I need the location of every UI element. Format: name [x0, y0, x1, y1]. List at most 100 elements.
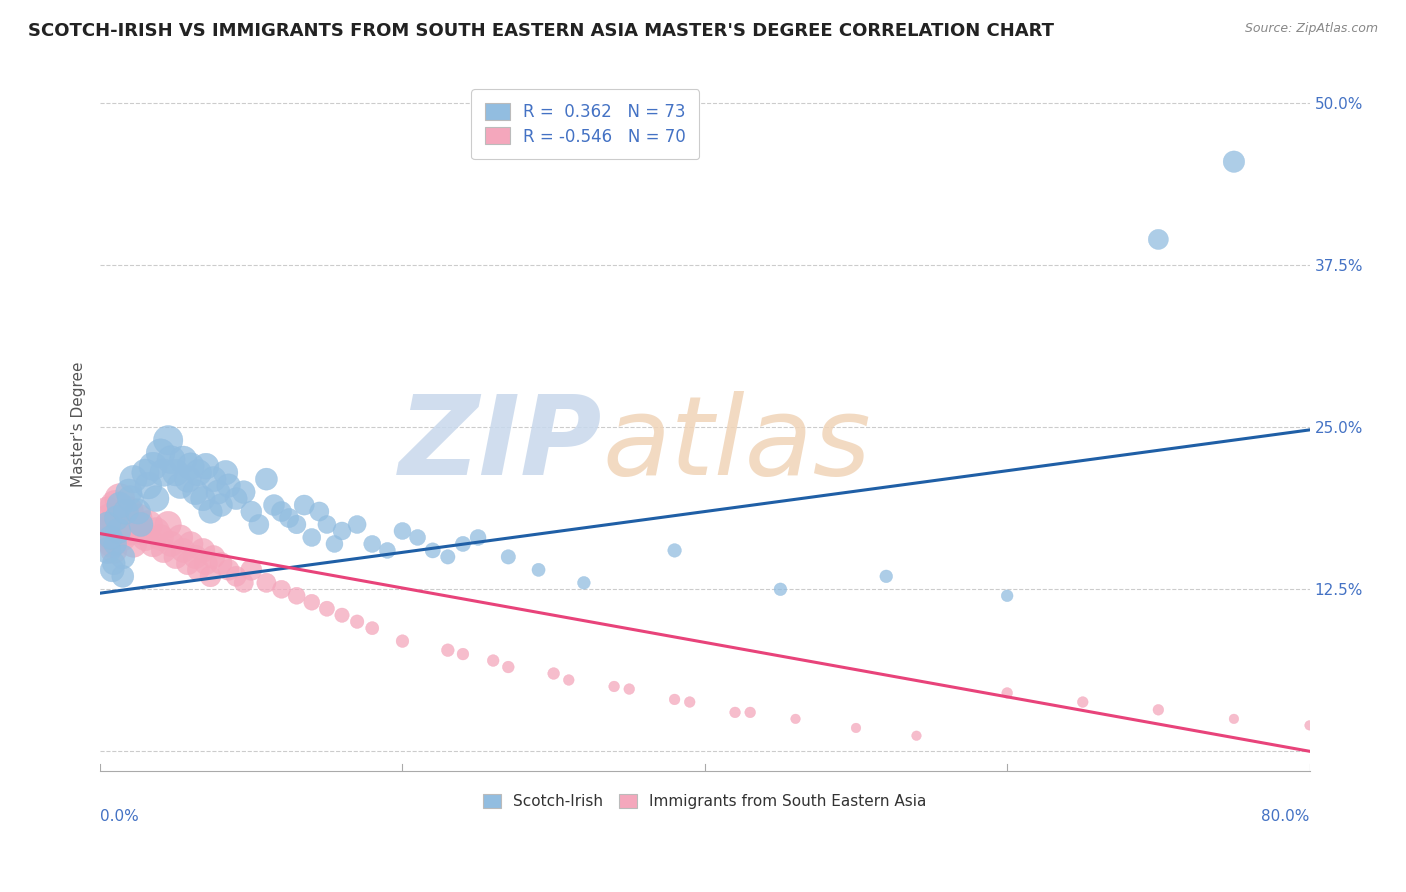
Point [498, 660, 520, 674]
Point [172, 543, 194, 558]
Point [165, 466, 187, 480]
Point [103, 557, 125, 571]
Point [301, 531, 323, 545]
Point [118, 504, 141, 518]
Point [138, 517, 160, 532]
Text: 0.0%: 0.0% [100, 809, 139, 824]
Point [285, 517, 308, 532]
Point [127, 504, 149, 518]
Text: Source: ZipAtlas.com: Source: ZipAtlas.com [1244, 22, 1378, 36]
Y-axis label: Master's Degree: Master's Degree [72, 361, 86, 487]
Point [103, 543, 125, 558]
Point [451, 647, 474, 661]
Point [207, 485, 229, 500]
Text: SCOTCH-IRISH VS IMMIGRANTS FROM SOUTH EASTERN ASIA MASTER'S DEGREE CORRELATION C: SCOTCH-IRISH VS IMMIGRANTS FROM SOUTH EA… [28, 22, 1054, 40]
Point [160, 537, 183, 551]
Point [127, 511, 149, 525]
Point [346, 615, 368, 629]
Point [679, 695, 702, 709]
Point [105, 511, 128, 525]
Point [160, 452, 183, 467]
Point [114, 517, 136, 532]
Point [122, 472, 145, 486]
Point [104, 537, 127, 551]
Point [177, 557, 200, 571]
Point [120, 524, 142, 538]
Point [254, 575, 277, 590]
Point [104, 498, 127, 512]
Point [1147, 232, 1170, 246]
Point [152, 466, 174, 480]
Point [129, 517, 152, 532]
Point [134, 531, 156, 545]
Point [437, 549, 460, 564]
Point [134, 466, 156, 480]
Point [157, 434, 180, 448]
Point [527, 563, 550, 577]
Point [152, 543, 174, 558]
Point [194, 557, 217, 571]
Point [1223, 154, 1246, 169]
Point [664, 692, 686, 706]
Point [1147, 703, 1170, 717]
Text: atlas: atlas [602, 392, 870, 499]
Point [254, 472, 277, 486]
Point [184, 549, 207, 564]
Point [603, 680, 626, 694]
Point [315, 517, 337, 532]
Point [785, 712, 807, 726]
Text: ZIP: ZIP [398, 392, 602, 499]
Point [270, 582, 292, 597]
Point [111, 569, 134, 583]
Point [218, 563, 240, 577]
Point [391, 634, 413, 648]
Point [180, 537, 202, 551]
Point [240, 504, 263, 518]
Point [202, 549, 225, 564]
Point [149, 531, 172, 545]
Point [498, 549, 520, 564]
Point [111, 549, 134, 564]
Point [995, 686, 1018, 700]
Point [191, 491, 214, 506]
Point [138, 478, 160, 492]
Point [543, 666, 565, 681]
Point [995, 589, 1018, 603]
Point [664, 543, 686, 558]
Point [96, 524, 118, 538]
Point [122, 537, 145, 551]
Point [114, 504, 136, 518]
Point [263, 498, 285, 512]
Point [437, 643, 460, 657]
Point [247, 517, 270, 532]
Point [142, 459, 165, 474]
Point [301, 595, 323, 609]
Point [406, 531, 429, 545]
Point [330, 608, 353, 623]
Point [391, 524, 413, 538]
Point [875, 569, 897, 583]
Point [105, 511, 128, 525]
Point [214, 466, 236, 480]
Point [225, 569, 247, 583]
Point [740, 706, 762, 720]
Point [187, 466, 209, 480]
Point [145, 491, 167, 506]
Point [101, 537, 124, 551]
Point [100, 531, 122, 545]
Point [165, 549, 187, 564]
Point [177, 472, 200, 486]
Point [142, 537, 165, 551]
Point [346, 517, 368, 532]
Point [451, 537, 474, 551]
Point [1298, 718, 1320, 732]
Point [232, 485, 254, 500]
Point [184, 485, 207, 500]
Text: 80.0%: 80.0% [1261, 809, 1309, 824]
Point [120, 491, 142, 506]
Point [169, 478, 191, 492]
Point [1223, 712, 1246, 726]
Legend: Scotch-Irish, Immigrants from South Eastern Asia: Scotch-Irish, Immigrants from South East… [477, 788, 932, 815]
Point [330, 524, 353, 538]
Point [232, 575, 254, 590]
